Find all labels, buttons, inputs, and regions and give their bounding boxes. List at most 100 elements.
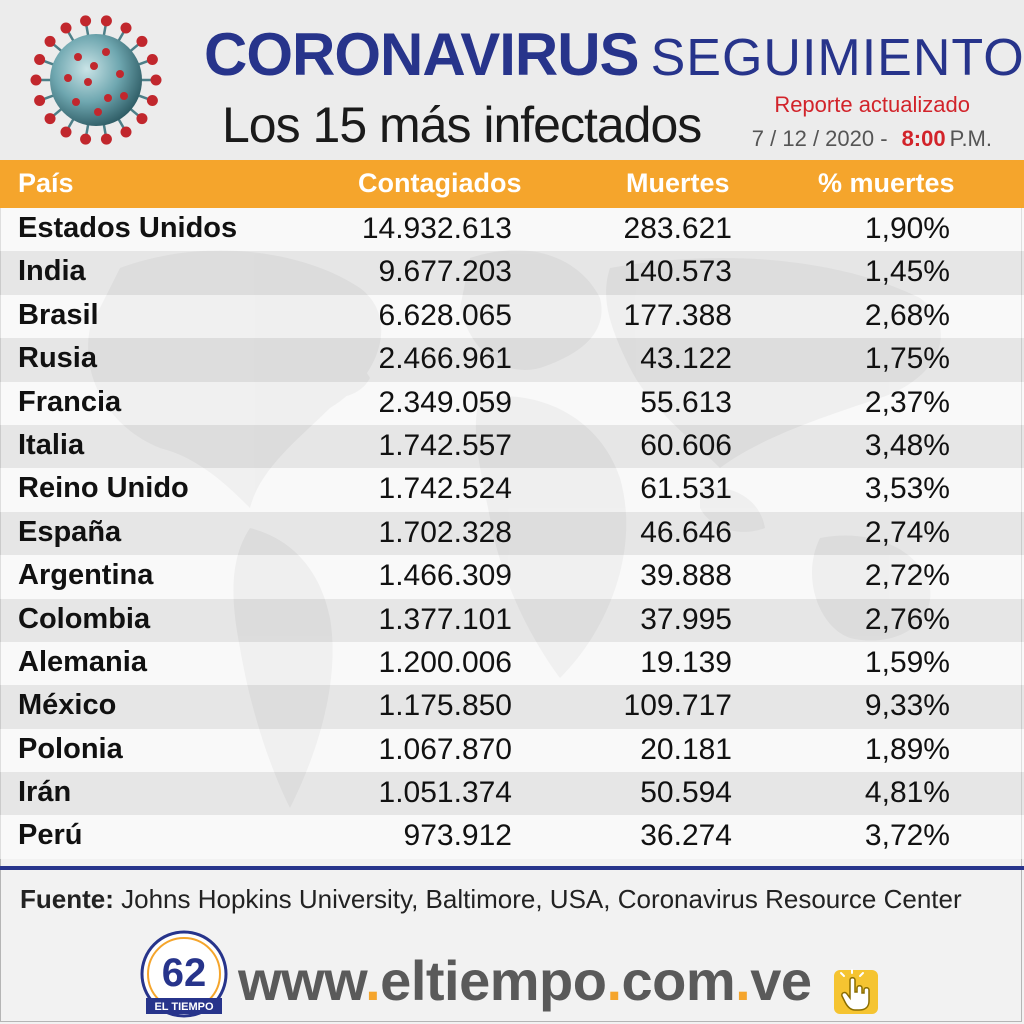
report-label: Reporte actualizado (774, 92, 970, 117)
table-row: Brasil 6.628.065 177.388 2,68% (0, 294, 1024, 339)
cell-country: Italia (18, 428, 85, 461)
table-row: Alemania 1.200.006 19.139 1,59% (0, 641, 1024, 686)
cell-cases: 1.175.850 (378, 689, 512, 723)
cell-death-rate: 1,90% (864, 212, 950, 245)
cell-country: Francia (18, 385, 122, 418)
table-row: India 9.677.203 140.573 1,45% (0, 251, 1024, 295)
cell-deaths: 109.717 (623, 689, 732, 723)
cell-deaths: 177.388 (623, 298, 732, 332)
title-coronavirus: Coronavirus (204, 21, 640, 88)
cell-country: Perú (18, 819, 83, 852)
cell-deaths: 55.613 (640, 385, 732, 419)
cell-country: México (18, 689, 117, 722)
url-dot-2: . (606, 949, 622, 1012)
column-header-deaths: Muertes (626, 168, 730, 198)
table-row: Polonia 1.067.870 20.181 1,89% (0, 728, 1024, 773)
url-dot-1: . (365, 949, 381, 1012)
source-label: Fuente: (20, 884, 114, 914)
hand-pointer-icon (834, 969, 878, 1014)
cell-cases: 1.200.006 (378, 645, 512, 679)
cell-country: Alemania (18, 645, 147, 678)
table-row: Perú 973.912 36.274 3,72% (0, 815, 1024, 859)
report-time: 8:00 (901, 126, 946, 151)
table-row: Argentina 1.466.309 39.888 2,72% (0, 555, 1024, 599)
cell-death-rate: 2,74% (864, 515, 950, 549)
cell-cases: 1.377.101 (378, 602, 512, 636)
cell-deaths: 46.646 (640, 515, 732, 549)
cell-death-rate: 1,59% (864, 645, 950, 679)
source-text: Johns Hopkins University, Baltimore, USA… (121, 884, 962, 914)
report-time-suffix: P.M. (949, 126, 992, 151)
table-divider (0, 866, 1024, 870)
table-header-row: País Contagiados Muertes % muertes (0, 160, 1024, 208)
cell-death-rate: 4,81% (864, 776, 950, 810)
table-row: Reino Unido 1.742.524 61.531 3,53% (0, 468, 1024, 512)
cell-deaths: 61.531 (640, 472, 732, 506)
source-note: Fuente: Johns Hopkins University, Baltim… (20, 884, 962, 915)
url-dot-3: . (735, 949, 751, 1012)
logo-number: 62 (162, 951, 207, 995)
url-com: com (621, 949, 736, 1012)
cell-country: India (18, 255, 86, 288)
cell-country: Irán (18, 776, 72, 809)
cell-country: Estados Unidos (18, 212, 238, 244)
cell-deaths: 140.573 (623, 255, 732, 289)
table-row: Colombia 1.377.101 37.995 2,76% (0, 598, 1024, 642)
column-header-country: País (18, 168, 74, 198)
cell-cases: 1.067.870 (378, 732, 512, 766)
page-subtitle: Los 15 más infectados (222, 97, 702, 153)
table-row: Francia 2.349.059 55.613 2,37% (0, 381, 1024, 425)
cell-death-rate: 2,76% (864, 602, 950, 636)
cell-death-rate: 2,72% (864, 559, 950, 593)
logo-text: EL TIEMPO (154, 1001, 214, 1013)
cell-death-rate: 2,37% (864, 385, 950, 419)
website-url[interactable]: www.eltiempo.com.ve (238, 948, 812, 1013)
coronavirus-icon (30, 15, 162, 145)
cell-deaths: 43.122 (640, 342, 732, 376)
cell-deaths: 20.181 (640, 732, 732, 766)
table-row: España 1.702.328 46.646 2,74% (0, 511, 1024, 556)
cell-deaths: 37.995 (640, 602, 732, 636)
table-row: Estados Unidos 14.932.613 283.621 1,90% (0, 208, 1024, 252)
cell-country: Reino Unido (18, 472, 189, 505)
cell-death-rate: 9,33% (864, 689, 950, 723)
cell-cases: 973.912 (403, 819, 512, 853)
cell-cases: 9.677.203 (378, 255, 512, 289)
cell-death-rate: 3,48% (864, 428, 950, 462)
cell-country: España (18, 515, 122, 548)
el-tiempo-logo: 62 EL TIEMPO (140, 930, 228, 1018)
cell-cases: 1.051.374 (378, 776, 512, 810)
report-date-value: 7 / 12 / 2020 - (751, 126, 888, 151)
url-domain: eltiempo (380, 949, 607, 1012)
data-table: País Contagiados Muertes % muertes Estad… (0, 160, 1024, 866)
cell-cases: 1.742.557 (378, 428, 512, 462)
cell-cases: 6.628.065 (378, 298, 512, 332)
column-header-cases: Contagiados (358, 168, 522, 198)
cell-cases: 2.466.961 (378, 342, 512, 376)
title-seguimiento: SEGUIMIENTO (650, 29, 1024, 87)
url-www: www (238, 949, 366, 1012)
cell-deaths: 283.621 (623, 212, 732, 245)
cell-death-rate: 1,75% (864, 342, 950, 376)
cell-cases: 1.466.309 (378, 559, 512, 593)
cell-death-rate: 1,89% (864, 732, 950, 766)
table-body: Estados Unidos 14.932.613 283.621 1,90% Indi… (0, 208, 1024, 859)
table-row: Rusia 2.466.961 43.122 1,75% (0, 338, 1024, 382)
cell-death-rate: 1,45% (864, 255, 950, 289)
cell-cases: 14.932.613 (361, 212, 512, 245)
report-date: 7 / 12 / 2020 - 8:00 P.M. (752, 126, 992, 152)
cell-country: Polonia (18, 732, 123, 765)
cell-deaths: 39.888 (640, 559, 732, 593)
cell-death-rate: 3,72% (864, 819, 950, 853)
cell-country: Argentina (18, 559, 154, 592)
cell-deaths: 60.606 (640, 428, 732, 462)
cell-country: Colombia (18, 602, 151, 635)
table-row: Irán 1.051.374 50.594 4,81% (0, 772, 1024, 816)
cell-cases: 2.349.059 (378, 385, 512, 419)
table-row: Italia 1.742.557 60.606 3,48% (0, 424, 1024, 469)
header: Coronavirus SEGUIMIENTO Los 15 más infect… (0, 0, 1024, 160)
cell-country: Brasil (18, 298, 99, 331)
cell-death-rate: 2,68% (864, 298, 950, 332)
page-title: Coronavirus SEGUIMIENTO (204, 20, 1024, 90)
cell-cases: 1.702.328 (378, 515, 512, 549)
